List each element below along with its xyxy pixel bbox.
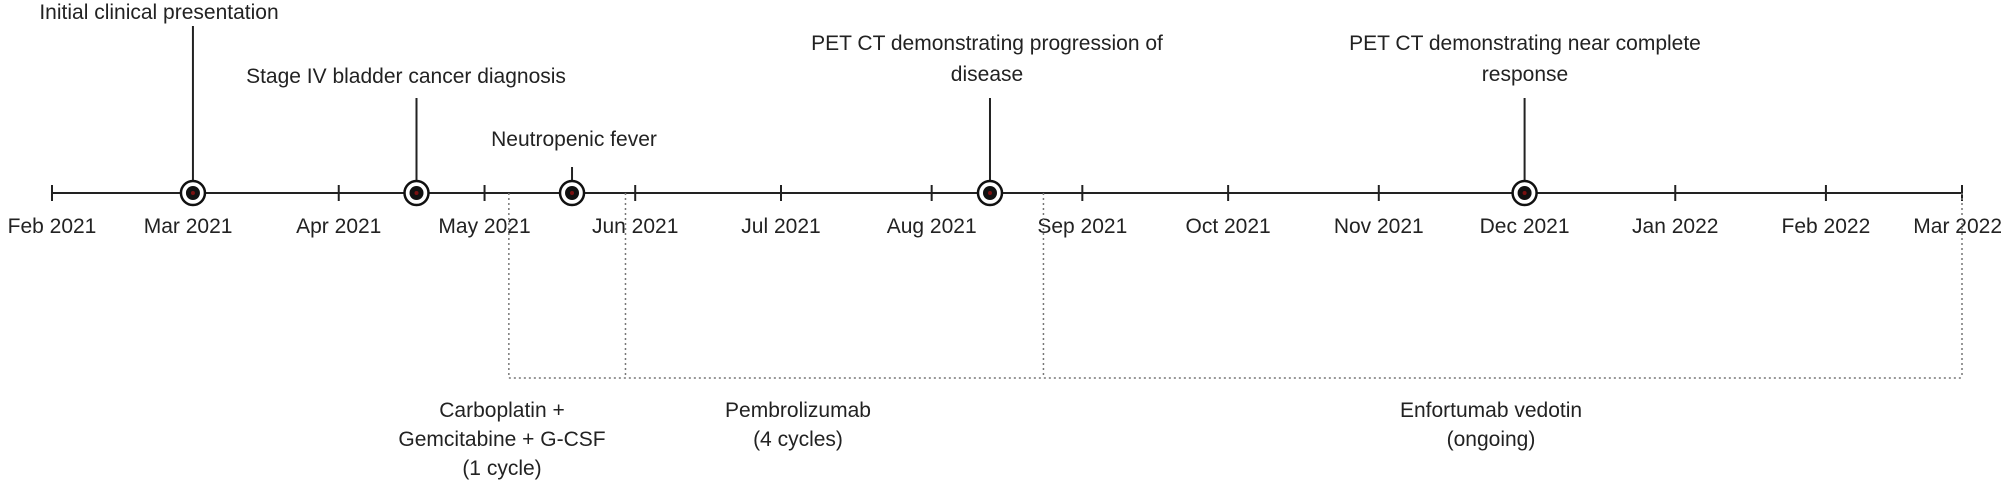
event-label: Neutropenic fever [491, 128, 657, 151]
month-label: Jan 2022 [1632, 215, 1718, 238]
treatment-label: Gemcitabine + G-CSF [398, 428, 605, 451]
timeline-event: Initial clinical presentation [39, 1, 279, 207]
treatment-label: (1 cycle) [462, 457, 541, 480]
event-label: Initial clinical presentation [39, 1, 278, 24]
event-marker-center [414, 191, 419, 195]
event-label: PET CT demonstrating near complete [1349, 32, 1701, 55]
event-marker-center [987, 191, 992, 195]
month-label: Feb 2021 [8, 215, 97, 238]
event-marker-center [190, 191, 195, 195]
treatment-label: (ongoing) [1447, 428, 1536, 451]
month-label: Dec 2021 [1480, 215, 1570, 238]
month-label: Apr 2021 [296, 215, 381, 238]
month-labels: Feb 2021 Mar 2021 Apr 2021 May 2021 Jun 2021… [8, 215, 2002, 238]
timeline-event: PET CT demonstrating progression of disea… [811, 32, 1163, 207]
event-marker-center [570, 191, 575, 195]
month-label: Jul 2021 [741, 215, 820, 238]
treatment-label: (4 cycles) [753, 428, 843, 451]
timeline-events: Initial clinical presentation Stage IV bl… [39, 1, 1701, 207]
month-label: May 2021 [438, 215, 530, 238]
timeline-event: PET CT demonstrating near complete respon… [1349, 32, 1701, 207]
month-label: Oct 2021 [1186, 215, 1271, 238]
month-label: Aug 2021 [887, 215, 977, 238]
treatment-label: Enfortumab vedotin [1400, 399, 1582, 422]
month-label: Mar 2021 [144, 215, 233, 238]
month-label: Nov 2021 [1334, 215, 1424, 238]
month-label: Jun 2021 [592, 215, 678, 238]
month-label: Feb 2022 [1782, 215, 1871, 238]
treatment-label: Carboplatin + [439, 399, 565, 422]
month-label: Sep 2021 [1037, 215, 1127, 238]
event-label: response [1482, 63, 1568, 86]
month-label: Mar 2022 [1913, 215, 2002, 238]
timeline-event: Neutropenic fever [491, 128, 657, 207]
event-label: disease [951, 63, 1023, 86]
timeline-event: Stage IV bladder cancer diagnosis [246, 65, 566, 207]
treatment-label: Pembrolizumab [725, 399, 871, 422]
event-marker-center [1522, 191, 1527, 195]
event-label: Stage IV bladder cancer diagnosis [246, 65, 566, 88]
treatment-periods: Carboplatin + Gemcitabine + G-CSF (1 cycle… [398, 193, 1963, 480]
event-label: PET CT demonstrating progression of [811, 32, 1163, 55]
